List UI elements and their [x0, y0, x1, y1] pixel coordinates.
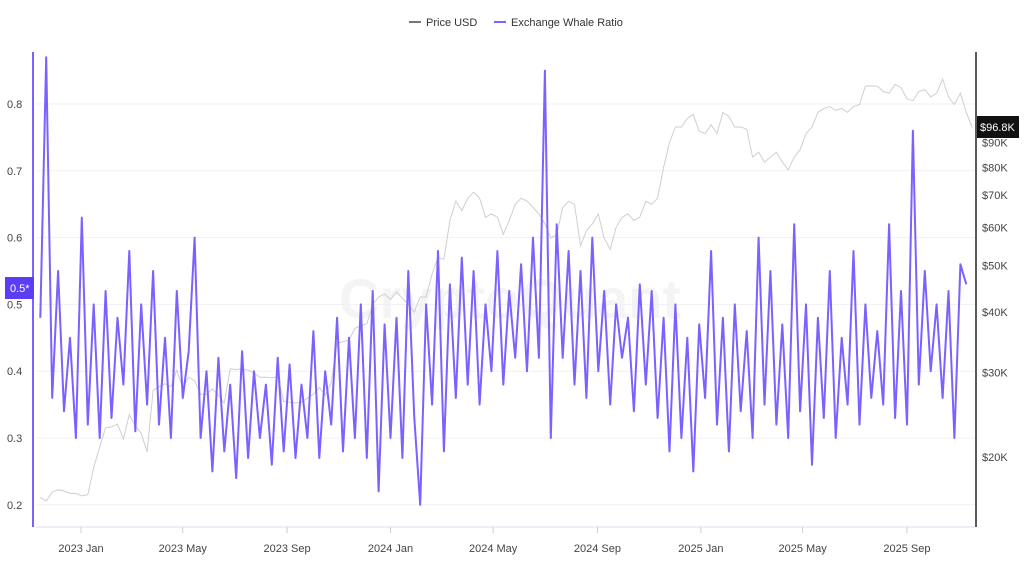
- x-axis-tick-label: 2025 May: [778, 543, 827, 555]
- x-axis-tick-label: 2023 Jan: [58, 543, 103, 555]
- crosshair-left-badge: 0.5*: [5, 277, 34, 299]
- gridlines: [36, 103, 975, 506]
- crosshair-right-badge: $96.8K: [977, 116, 1019, 138]
- price-usd-line: [40, 77, 973, 502]
- right-axis: $20K $30K $40K $50K $60K $70K $80K $90K: [982, 138, 1008, 464]
- crosshair-left-label: 0.5*: [10, 283, 30, 295]
- left-axis-tick-label: 0.8: [7, 99, 22, 111]
- crosshair-right-label: $96.8K: [980, 122, 1016, 134]
- legend: Price USD Exchange Whale Ratio: [409, 17, 623, 29]
- left-axis-tick-label: 0.4: [7, 366, 22, 378]
- left-axis-tick-label: 0.5: [7, 299, 22, 311]
- x-axis-tick-label: 2023 May: [159, 543, 208, 555]
- left-axis-tick-label: 0.3: [7, 433, 22, 445]
- x-axis-tick-label: 2025 Sep: [883, 543, 930, 555]
- left-axis-tick-label: 0.6: [7, 233, 22, 245]
- x-axis-tick-label: 2023 Sep: [264, 543, 311, 555]
- right-axis-tick-label: $50K: [982, 260, 1008, 272]
- x-axis-tick-label: 2024 May: [469, 543, 518, 555]
- x-axis-tick-label: 2025 Jan: [678, 543, 723, 555]
- left-axis: 0.2 0.3 0.4 0.5 0.6 0.7 0.8: [7, 99, 22, 512]
- right-axis-tick-label: $90K: [982, 138, 1008, 150]
- x-axis: 2023 Jan 2023 May 2023 Sep 2024 Jan 2024 May…: [36, 526, 975, 555]
- exchange-whale-ratio-line: [39, 56, 968, 506]
- right-axis-tick-label: $60K: [982, 222, 1008, 234]
- left-axis-tick-label: 0.7: [7, 166, 22, 178]
- right-axis-tick-label: $20K: [982, 452, 1008, 464]
- x-axis-tick-label: 2024 Jan: [368, 543, 413, 555]
- left-axis-tick-label: 0.2: [7, 500, 22, 512]
- right-axis-tick-label: $40K: [982, 307, 1008, 319]
- right-axis-tick-label: $80K: [982, 162, 1008, 174]
- right-axis-tick-label: $30K: [982, 367, 1008, 379]
- right-axis-tick-label: $70K: [982, 190, 1008, 202]
- legend-label-whale[interactable]: Exchange Whale Ratio: [511, 17, 623, 29]
- legend-label-price[interactable]: Price USD: [426, 17, 477, 29]
- x-axis-tick-label: 2024 Sep: [574, 543, 621, 555]
